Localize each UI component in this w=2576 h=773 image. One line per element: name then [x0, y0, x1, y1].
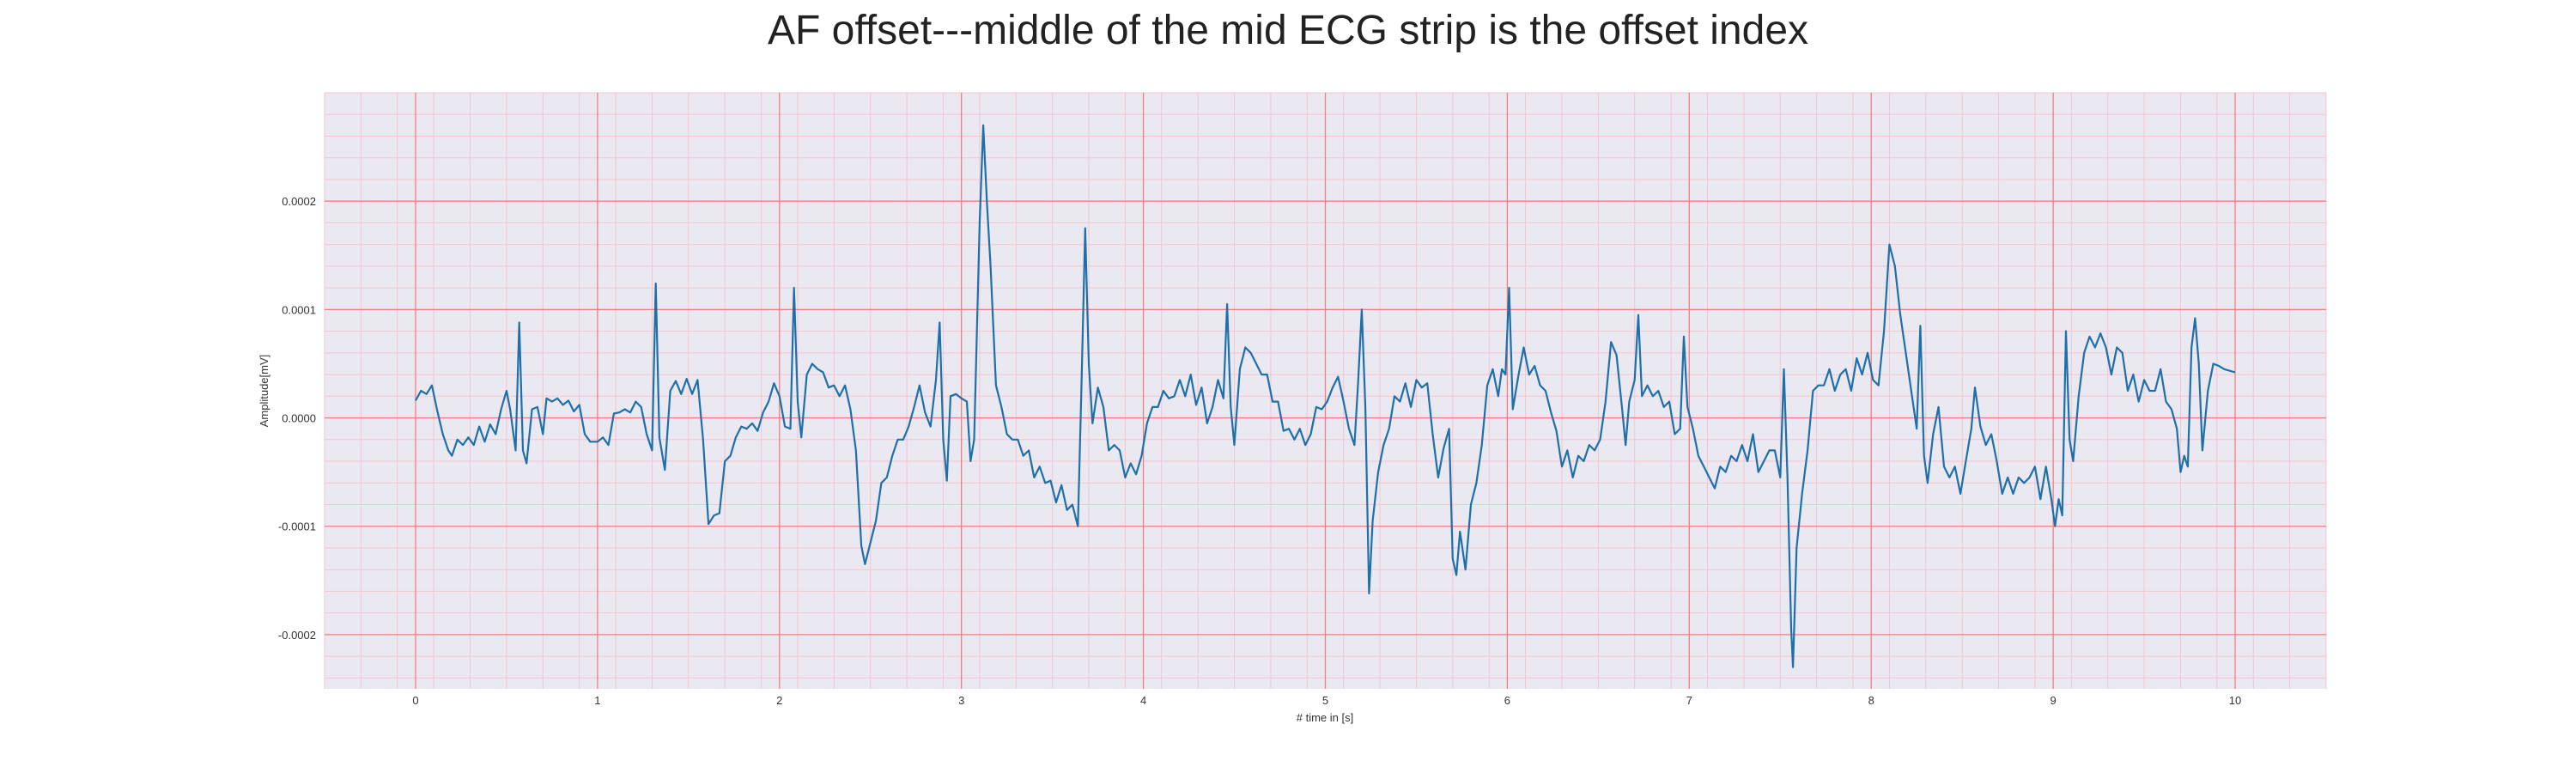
y-tick-label: -0.0001: [278, 520, 316, 533]
x-tick-label: 3: [958, 694, 964, 707]
y-tick-label: -0.0002: [278, 629, 316, 642]
y-axis-ticks: -0.0002 -0.0001 0.0000 0.0001 0.0002: [278, 195, 316, 642]
x-tick-label: 8: [1868, 694, 1874, 707]
x-tick-label: 7: [1686, 694, 1692, 707]
x-tick-label: 10: [2229, 694, 2241, 707]
x-tick-label: 6: [1504, 694, 1510, 707]
x-tick-label: 0: [412, 694, 418, 707]
y-tick-label: 0.0002: [282, 195, 316, 208]
ecg-series-line: [415, 124, 2236, 668]
x-axis-ticks: 0 1 2 3 4 5 6 7 8 9 10: [412, 694, 2241, 707]
x-tick-label: 4: [1140, 694, 1146, 707]
x-tick-label: 9: [2050, 694, 2057, 707]
x-tick-label: 5: [1322, 694, 1328, 707]
y-axis-label: Amplitude[mV]: [258, 355, 270, 428]
y-tick-label: 0.0001: [282, 303, 316, 316]
x-tick-label: 1: [594, 694, 600, 707]
x-tick-label: 2: [776, 694, 782, 707]
y-tick-label: 0.0000: [282, 412, 316, 425]
x-axis-label: # time in [s]: [1297, 711, 1353, 724]
chart-title: AF offset---middle of the mid ECG strip …: [767, 8, 1809, 53]
